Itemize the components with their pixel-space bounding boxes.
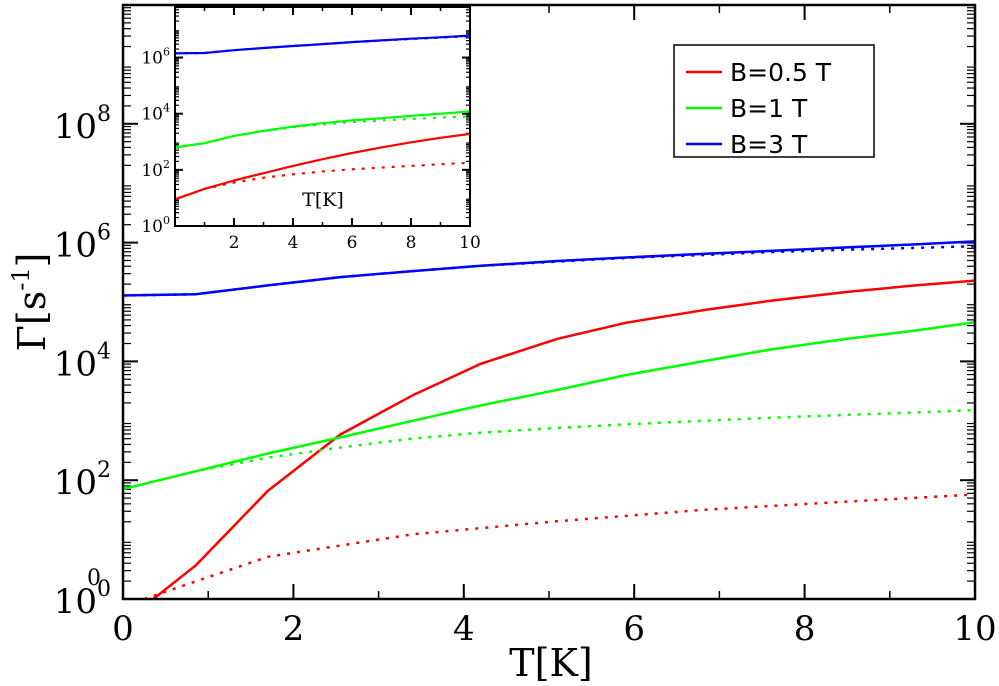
main-plot-frame: [121, 3, 977, 601]
y-axis-label-close: ]: [10, 253, 54, 268]
main-series-line-dotted-1: [143, 493, 975, 599]
main-series: [123, 240, 975, 599]
inset-y-tick-exp: 6: [163, 46, 170, 59]
main-y-tick-base: 10: [54, 107, 97, 147]
y-axis-label-main: Γ[s: [10, 291, 54, 352]
main-y-tick-label: 104: [54, 339, 111, 384]
legend-frame: [673, 44, 875, 158]
main-y-tick-base: 10: [54, 344, 97, 384]
inset-y-tick-base: 10: [141, 217, 163, 237]
main-y-tick-label: 100: [54, 577, 111, 622]
y-axis-label: Γ[s-1]: [7, 253, 54, 352]
inset-y-tick-base: 10: [141, 49, 163, 69]
inset-x-tick-label: 8: [406, 233, 417, 253]
inset-frame: [174, 6, 471, 227]
inset-x-tick-labels: 2 4 6 8 10: [229, 233, 481, 253]
inset-x-tick-label: 4: [288, 233, 299, 253]
inset-y-tick-base: 10: [141, 105, 163, 125]
main-x-tick-label: 6: [623, 609, 645, 649]
inset-y-tick-base: 10: [141, 161, 163, 181]
inset-y-tick-label: 102: [141, 158, 170, 181]
inset-y-tick-exp: 0: [163, 214, 170, 227]
legend-entries: B=0.5 T B=1 T B=3 T: [686, 58, 832, 159]
main-series-line-2: [123, 320, 975, 491]
main-x-tick-label: 8: [794, 609, 816, 649]
stray-zero-label: 0: [87, 566, 101, 591]
legend-label: B=0.5 T: [730, 58, 832, 87]
inset-series-line-4: [175, 34, 470, 55]
inset-y-tick-exp: 2: [163, 158, 170, 171]
inset-series-line-0: [175, 132, 470, 201]
inset-series-line-dotted-1: [175, 161, 470, 201]
inset-x-tick-label: 10: [459, 233, 481, 253]
legend-label: B=1 T: [730, 94, 808, 123]
main-series-line-0: [151, 279, 975, 599]
legend-label: B=3 T: [730, 130, 808, 159]
legend: B=0.5 T B=1 T B=3 T: [673, 44, 875, 159]
main-y-tick-base: 10: [54, 463, 97, 503]
main-y-tick-base: 10: [54, 226, 97, 266]
main-y-tick-exp: 8: [97, 102, 111, 127]
main-x-tick-label: 4: [453, 609, 475, 649]
main-series-line-4: [123, 240, 975, 297]
main-y-tick-exp: 6: [97, 221, 111, 246]
main-y-tick-base: 10: [54, 582, 97, 622]
inset-series-line-dotted-3: [175, 115, 470, 149]
main-x-tick-label: 2: [283, 609, 305, 649]
x-axis-label: T[K]: [509, 641, 592, 685]
inset-y-tick-label: 104: [141, 102, 170, 125]
svg-text:Γ[s-1]: Γ[s-1]: [7, 253, 54, 352]
inset-y-tick-exp: 4: [163, 102, 170, 115]
main-y-tick-exp: 0: [97, 577, 111, 602]
inset-y-tick-label: 106: [141, 46, 170, 69]
main-y-tick-exp: 4: [97, 339, 111, 364]
main-x-tick-label: 10: [953, 609, 996, 649]
inset-series: [175, 34, 470, 201]
main-y-tick-label: 102: [54, 458, 111, 503]
main-y-tick-exp: 2: [97, 458, 111, 483]
main-y-tick-label: 108: [54, 102, 111, 147]
inset-x-axis-label: T[K]: [302, 189, 344, 211]
inset-y-tick-label: 100: [141, 214, 170, 237]
main-x-tick-labels: 0 2 4 6 8 10: [112, 609, 996, 649]
inset-x-tick-label: 2: [229, 233, 240, 253]
inset-x-tick-label: 6: [347, 233, 358, 253]
main-x-tick-label: 0: [112, 609, 134, 649]
y-axis-label-exp: -1: [7, 267, 35, 290]
main-y-tick-label: 106: [54, 221, 111, 266]
